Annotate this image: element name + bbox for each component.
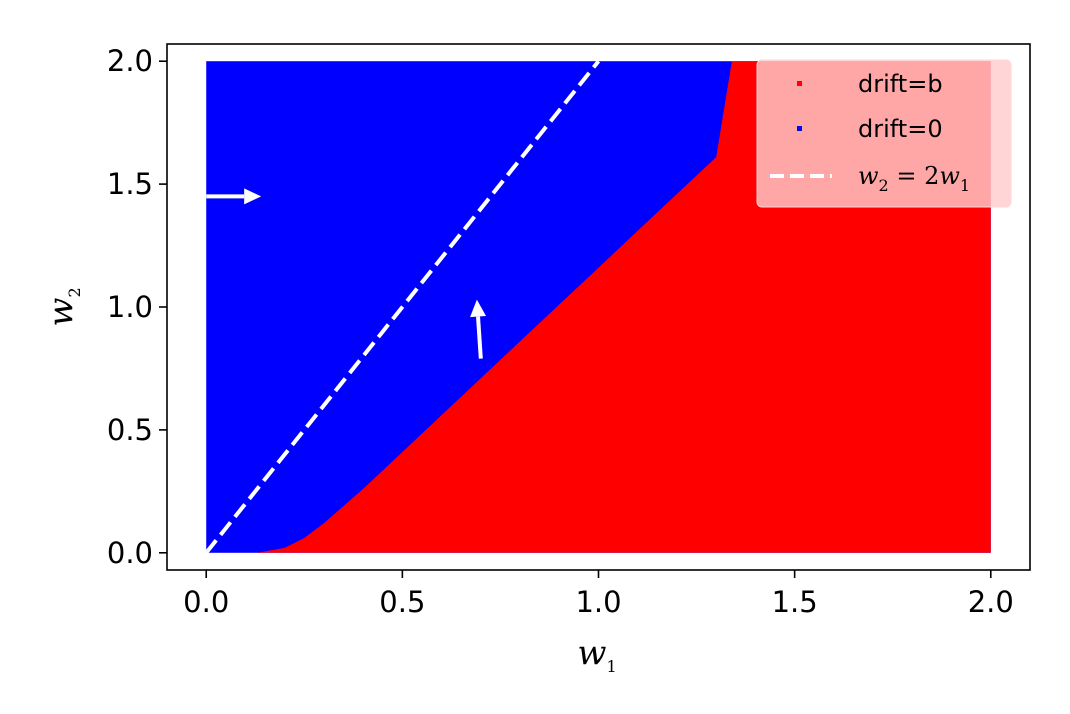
- legend-marker-drift-0: [797, 126, 802, 131]
- arrow-annotation-1: [206, 188, 262, 205]
- y-tick-label: 0.0: [107, 536, 153, 570]
- legend-box: [756, 59, 1012, 208]
- x-tick-label: 0.5: [379, 585, 425, 619]
- legend-label-w2-2w1: w2 = 2w1: [858, 162, 970, 195]
- x-axis-ticks: 0.0 0.5 1.0 1.5 2.0: [183, 570, 1014, 619]
- x-axis-label: w1: [577, 633, 616, 676]
- legend-label-drift-b: drift=b: [858, 70, 943, 98]
- legend: drift=b drift=0 w2 = 2w1: [756, 59, 1012, 208]
- y-tick-label: 0.5: [107, 413, 153, 447]
- x-tick-label: 0.0: [183, 585, 229, 619]
- legend-marker-drift-b: [797, 81, 802, 86]
- series-line-w2-2w1: [204, 59, 601, 555]
- arrow-annotation-2: [470, 299, 487, 359]
- legend-label-drift-0: drift=0: [858, 115, 943, 143]
- y-tick-label: 2.0: [107, 44, 153, 78]
- x-tick-label: 2.0: [968, 585, 1014, 619]
- y-axis-label: w2: [41, 287, 84, 326]
- y-tick-label: 1.0: [107, 290, 153, 324]
- y-tick-label: 1.5: [107, 167, 153, 201]
- x-tick-label: 1.5: [772, 585, 818, 619]
- y-axis-ticks: 0.0 0.5 1.0 1.5 2.0: [107, 44, 167, 570]
- x-tick-label: 1.0: [575, 585, 621, 619]
